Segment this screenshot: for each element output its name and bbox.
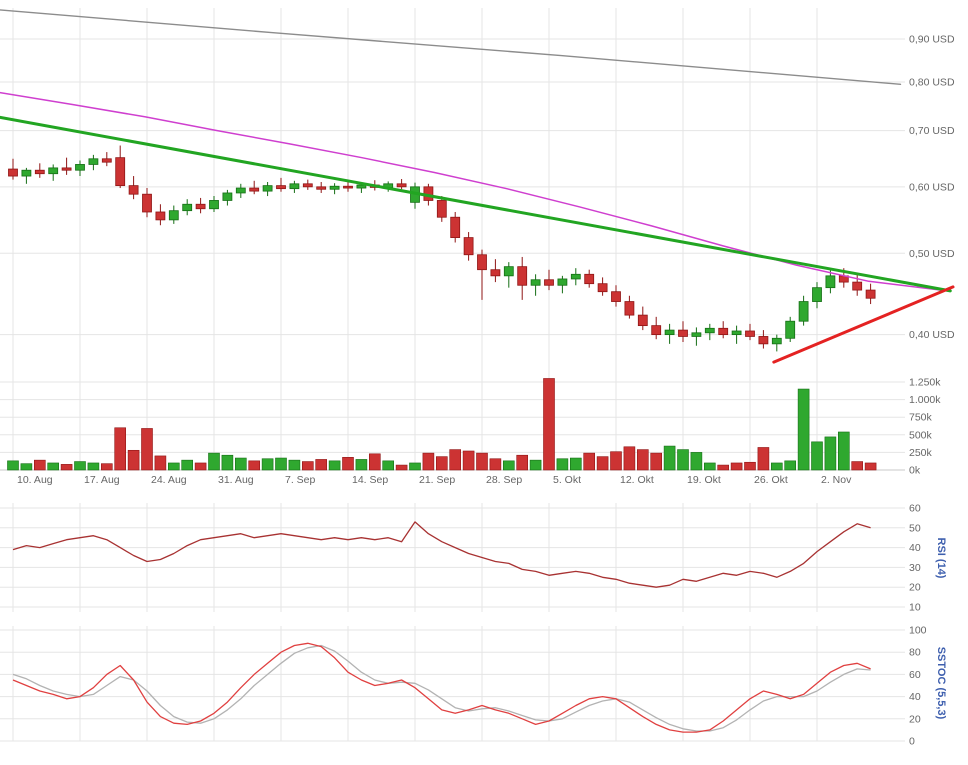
svg-text:28. Sep: 28. Sep bbox=[486, 474, 522, 486]
svg-text:250k: 250k bbox=[909, 447, 933, 459]
vertical-gridlines bbox=[12, 8, 818, 741]
svg-text:2. Nov: 2. Nov bbox=[821, 474, 852, 486]
svg-text:31. Aug: 31. Aug bbox=[218, 474, 254, 486]
svg-text:0,90 USD: 0,90 USD bbox=[909, 34, 955, 46]
sstoc-panel-title: SSTOC (5,5,3) bbox=[935, 647, 947, 720]
svg-text:20: 20 bbox=[909, 582, 921, 594]
upper-gray-trendline bbox=[0, 9, 902, 86]
price-axis-labels: 0,90 USD 0,80 USD 0,70 USD 0,60 USD 0,50 USD… bbox=[909, 34, 955, 342]
green-trendline bbox=[0, 115, 952, 293]
svg-text:100: 100 bbox=[909, 625, 927, 637]
svg-text:0,60 USD: 0,60 USD bbox=[909, 181, 955, 193]
svg-text:21. Sep: 21. Sep bbox=[419, 474, 455, 486]
svg-text:24. Aug: 24. Aug bbox=[151, 474, 187, 486]
svg-text:40: 40 bbox=[909, 691, 921, 703]
svg-text:10. Aug: 10. Aug bbox=[17, 474, 53, 486]
svg-text:1.000k: 1.000k bbox=[909, 394, 941, 406]
svg-text:0,40 USD: 0,40 USD bbox=[909, 329, 955, 341]
rsi-panel-title: RSI (14) bbox=[935, 538, 947, 579]
svg-text:60: 60 bbox=[909, 669, 921, 681]
svg-text:26. Okt: 26. Okt bbox=[754, 474, 788, 486]
sma-overlay-line bbox=[0, 91, 942, 291]
rsi-gridlines bbox=[0, 507, 905, 608]
volume-bars-group bbox=[7, 378, 877, 471]
svg-text:0k: 0k bbox=[909, 465, 921, 477]
sstoc-k-line bbox=[12, 642, 871, 733]
svg-text:30: 30 bbox=[909, 562, 921, 574]
candles-group bbox=[8, 145, 876, 352]
svg-text:20: 20 bbox=[909, 713, 921, 725]
svg-text:RSI (14): RSI (14) bbox=[935, 538, 947, 579]
sstoc-d-line bbox=[12, 644, 871, 732]
svg-text:60: 60 bbox=[909, 503, 921, 515]
rsi-line bbox=[12, 521, 871, 588]
svg-text:7. Sep: 7. Sep bbox=[285, 474, 316, 486]
svg-text:0,70 USD: 0,70 USD bbox=[909, 125, 955, 137]
svg-text:12. Okt: 12. Okt bbox=[620, 474, 654, 486]
svg-text:5. Okt: 5. Okt bbox=[553, 474, 581, 486]
svg-text:0,80 USD: 0,80 USD bbox=[909, 76, 955, 88]
svg-text:0: 0 bbox=[909, 736, 915, 748]
rsi-axis-labels: 60 50 40 30 20 10 bbox=[909, 503, 921, 614]
svg-text:0,50 USD: 0,50 USD bbox=[909, 248, 955, 260]
svg-text:SSTOC (5,5,3): SSTOC (5,5,3) bbox=[935, 647, 947, 720]
svg-text:40: 40 bbox=[909, 542, 921, 554]
svg-text:1.250k: 1.250k bbox=[909, 377, 941, 389]
svg-text:19. Okt: 19. Okt bbox=[687, 474, 721, 486]
sstoc-gridlines bbox=[0, 629, 905, 742]
svg-text:17. Aug: 17. Aug bbox=[84, 474, 120, 486]
sstoc-axis-labels: 100 80 60 40 20 0 bbox=[909, 625, 927, 748]
svg-text:50: 50 bbox=[909, 522, 921, 534]
svg-text:500k: 500k bbox=[909, 429, 933, 441]
x-axis-labels: 10. Aug 17. Aug 24. Aug 31. Aug 7. Sep 14. Se… bbox=[17, 474, 852, 486]
svg-text:14. Sep: 14. Sep bbox=[352, 474, 388, 486]
volume-axis-labels: 1.250k 1.000k 750k 500k 250k 0k bbox=[909, 377, 941, 477]
svg-text:750k: 750k bbox=[909, 412, 933, 424]
svg-text:10: 10 bbox=[909, 602, 921, 614]
svg-text:80: 80 bbox=[909, 647, 921, 659]
red-trendline bbox=[772, 285, 955, 364]
